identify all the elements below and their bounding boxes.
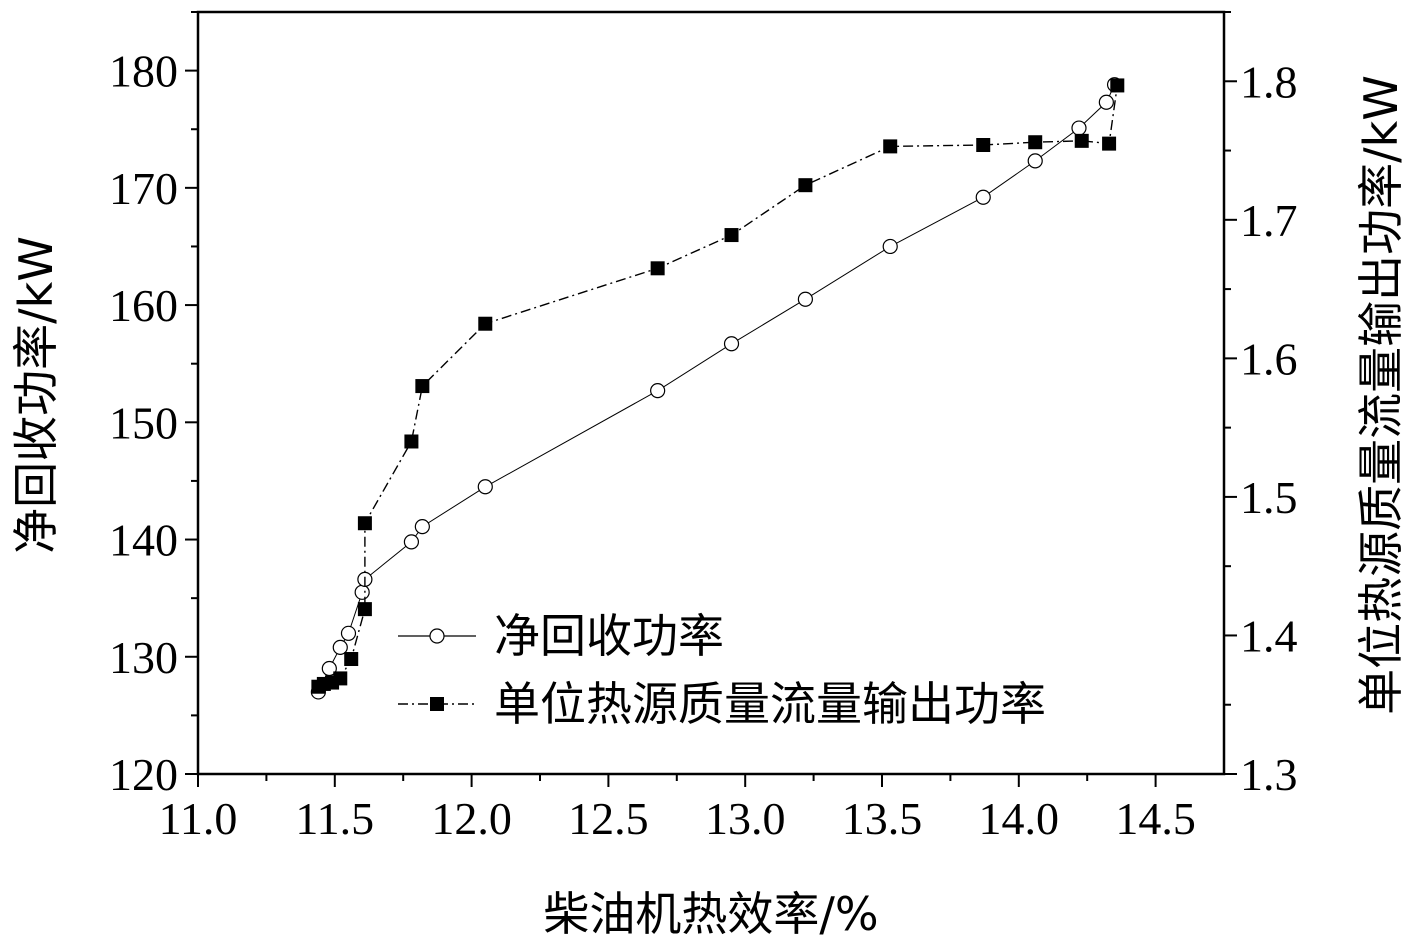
left-y-tick-label: 150: [109, 397, 178, 448]
data-point-unit-power: [1074, 133, 1089, 148]
series-line-1: [318, 85, 1118, 688]
data-point-net-power: [1071, 120, 1087, 136]
data-point-unit-power: [333, 671, 348, 686]
x-tick-label: 14.5: [1115, 793, 1196, 844]
x-tick-label: 11.5: [295, 793, 374, 844]
left-y-tick-label: 180: [109, 46, 178, 97]
right-y-tick-label: 1.3: [1240, 749, 1298, 800]
data-point-unit-power: [1102, 136, 1117, 151]
data-point-unit-power: [883, 139, 898, 154]
legend-label-unit-power: 单位热源质量流量输出功率: [494, 677, 1046, 731]
right-y-axis-title: 单位热源质量流量输出功率/kW: [1354, 75, 1408, 715]
data-point-net-power: [1098, 94, 1114, 110]
x-axis-title: 柴油机热效率/%: [543, 887, 878, 941]
legend-label-net-power: 净回收功率: [494, 609, 724, 663]
left-y-axis-title: 净回收功率/kW: [9, 236, 63, 554]
legend-entry-net-power: 净回收功率: [398, 609, 724, 663]
axis-ticks: [185, 11, 1237, 787]
x-tick-label: 12.0: [431, 793, 512, 844]
data-point-net-power: [882, 238, 898, 255]
data-point-unit-power: [798, 178, 813, 193]
data-point-unit-power: [724, 228, 739, 243]
plot-frame: [196, 10, 1226, 776]
data-point-unit-power: [650, 261, 665, 276]
legend-marker-unit-power: [430, 697, 444, 711]
data-point-unit-power: [357, 602, 372, 617]
data-point-net-power: [403, 534, 420, 550]
right-y-tick-label: 1.6: [1240, 333, 1298, 384]
data-point-net-power: [477, 479, 493, 495]
x-tick-label: 13.0: [705, 793, 786, 844]
data-point-net-power: [723, 336, 740, 352]
data-point-net-power: [414, 519, 430, 535]
left-y-tick-label: 120: [109, 749, 178, 800]
legend-marker-net-power: [429, 628, 445, 644]
data-point-net-power: [1027, 153, 1043, 169]
x-tick-label: 12.5: [568, 793, 649, 844]
data-point-unit-power: [415, 379, 430, 394]
series-line-0: [317, 84, 1116, 693]
data-point-unit-power: [357, 516, 372, 531]
left-y-tick-label: 130: [109, 632, 178, 683]
x-tick-label: 13.5: [842, 793, 923, 844]
data-point-unit-power: [404, 434, 419, 449]
right-y-tick-label: 1.4: [1240, 610, 1298, 661]
legend: 净回收功率 单位热源质量流量输出功率: [398, 609, 1046, 731]
left-y-tick-label: 170: [109, 163, 178, 214]
axis-tick-labels: 11.0 11.5 12.0 12.5 13.0 13.5 14.0 14.5 120 130 14…: [109, 46, 1298, 844]
data-point-net-power: [354, 584, 370, 600]
x-tick-label: 11.0: [159, 793, 238, 844]
series-layer: [310, 77, 1125, 700]
data-point-unit-power: [976, 138, 991, 153]
right-y-tick-label: 1.8: [1240, 56, 1298, 107]
data-point-net-power: [321, 660, 337, 677]
data-point-net-power: [340, 625, 357, 641]
data-point-unit-power: [1110, 78, 1125, 93]
data-point-net-power: [332, 639, 348, 655]
data-point-net-power: [650, 383, 666, 399]
data-point-unit-power: [344, 652, 359, 667]
data-point-unit-power: [478, 316, 493, 331]
data-point-net-power: [975, 189, 991, 205]
data-point-unit-power: [1028, 135, 1043, 150]
left-y-tick-label: 160: [109, 280, 178, 331]
legend-entry-unit-power: 单位热源质量流量输出功率: [398, 677, 1046, 731]
right-y-tick-label: 1.7: [1240, 195, 1298, 246]
left-y-tick-label: 140: [109, 515, 178, 566]
right-y-tick-label: 1.5: [1240, 472, 1298, 523]
x-tick-label: 14.0: [979, 793, 1060, 844]
data-point-net-power: [797, 291, 813, 307]
